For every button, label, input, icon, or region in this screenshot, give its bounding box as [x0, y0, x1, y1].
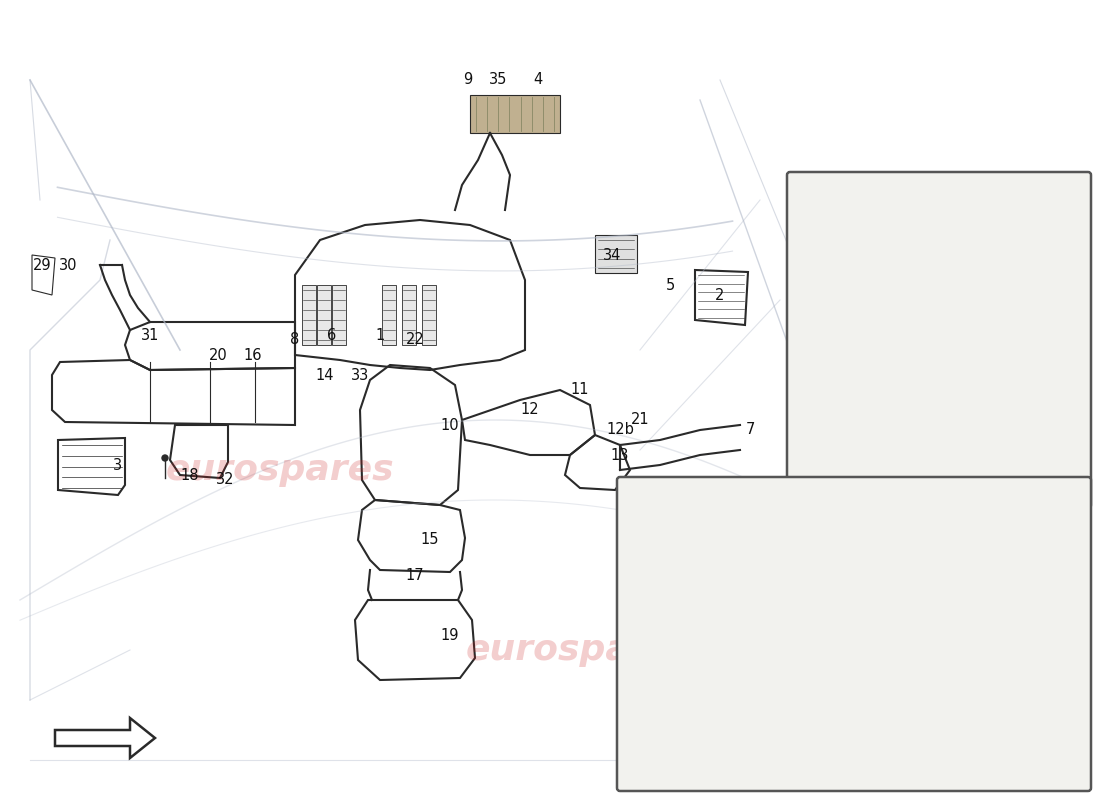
- Bar: [302, 285, 316, 345]
- Text: 12b: 12b: [606, 422, 634, 438]
- Text: 10: 10: [441, 418, 460, 433]
- Text: 23: 23: [825, 427, 844, 442]
- Text: 20: 20: [209, 347, 228, 362]
- Text: 9: 9: [463, 73, 473, 87]
- Text: 29: 29: [33, 258, 52, 273]
- Polygon shape: [648, 736, 710, 785]
- Circle shape: [162, 455, 168, 461]
- Text: 4: 4: [534, 73, 542, 87]
- Bar: [382, 285, 396, 345]
- Text: 21: 21: [630, 413, 649, 427]
- Text: 24: 24: [825, 446, 844, 461]
- Text: 15: 15: [420, 533, 439, 547]
- Bar: [886, 458, 896, 469]
- Text: 22: 22: [406, 333, 425, 347]
- Text: 35: 35: [488, 73, 507, 87]
- Bar: [402, 285, 416, 345]
- Bar: [595, 235, 637, 273]
- Bar: [317, 285, 331, 345]
- Text: 25: 25: [825, 463, 844, 478]
- Bar: [877, 437, 978, 458]
- Text: 16: 16: [244, 347, 262, 362]
- Text: 12: 12: [520, 402, 539, 418]
- Polygon shape: [55, 718, 155, 758]
- Text: 11: 11: [571, 382, 590, 398]
- Bar: [698, 649, 711, 661]
- Bar: [886, 346, 970, 432]
- Text: eurospares: eurospares: [465, 633, 694, 667]
- Text: 8: 8: [290, 333, 299, 347]
- Text: eurospares: eurospares: [166, 453, 394, 487]
- Text: 14: 14: [316, 367, 334, 382]
- Text: 33: 33: [351, 367, 370, 382]
- Text: 3: 3: [113, 458, 122, 473]
- Text: 31: 31: [141, 327, 160, 342]
- Text: 26: 26: [1033, 487, 1052, 502]
- Bar: [470, 95, 560, 133]
- Text: 30: 30: [58, 258, 77, 273]
- Bar: [958, 458, 970, 469]
- Text: 18: 18: [180, 467, 199, 482]
- Text: 28: 28: [846, 558, 865, 573]
- Text: 13: 13: [610, 447, 629, 462]
- Text: 6: 6: [328, 327, 337, 342]
- Bar: [695, 658, 715, 689]
- FancyBboxPatch shape: [617, 477, 1091, 791]
- Text: 7: 7: [746, 422, 755, 438]
- Bar: [332, 285, 346, 345]
- Text: 5: 5: [666, 278, 674, 293]
- Text: 27: 27: [1011, 487, 1030, 502]
- Text: 17: 17: [406, 567, 425, 582]
- Text: eurospares: eurospares: [783, 722, 924, 742]
- Text: 34: 34: [603, 247, 622, 262]
- Text: 1: 1: [375, 327, 385, 342]
- Text: 19: 19: [441, 627, 460, 642]
- Text: 32: 32: [216, 473, 234, 487]
- Text: 2: 2: [715, 287, 725, 302]
- FancyBboxPatch shape: [786, 172, 1091, 508]
- Bar: [422, 285, 436, 345]
